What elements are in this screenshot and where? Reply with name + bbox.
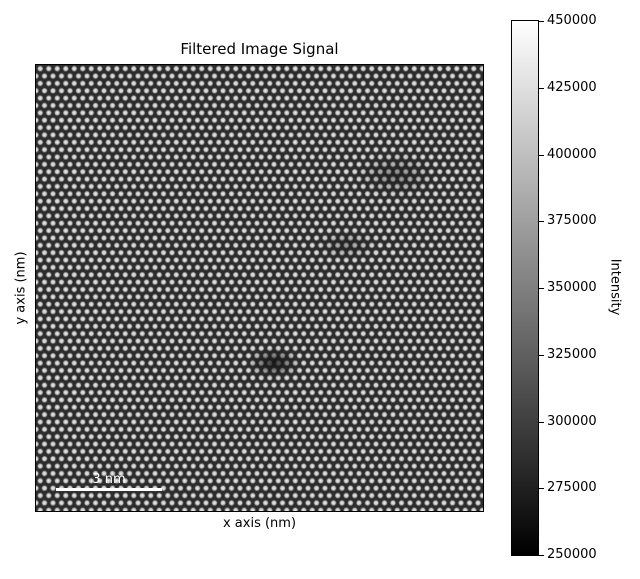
colorbar-tick-label: 350000 xyxy=(547,280,597,295)
colorbar-tick-label: 425000 xyxy=(547,79,597,95)
colorbar-tick xyxy=(539,555,544,556)
colorbar-tick-label: 400000 xyxy=(547,146,597,162)
colorbar-tick xyxy=(539,288,544,289)
colorbar-tick-label: 375000 xyxy=(547,213,597,229)
lattice-image xyxy=(36,65,483,511)
colorbar-tick xyxy=(539,21,544,22)
colorbar-tick-label: 250000 xyxy=(547,547,597,562)
scale-bar-label: 3 nm xyxy=(92,472,126,487)
colorbar-tick xyxy=(539,488,544,490)
colorbar xyxy=(511,20,539,556)
colorbar-tick xyxy=(539,421,544,423)
colorbar-tick-label: 275000 xyxy=(547,480,597,496)
image-plot xyxy=(35,64,484,512)
colorbar-tick-label: 300000 xyxy=(547,413,597,429)
x-axis-label: x axis (nm) xyxy=(222,516,297,531)
colorbar-tick xyxy=(539,354,544,356)
colorbar-tick xyxy=(539,154,544,156)
scale-bar xyxy=(56,488,162,491)
y-axis-label: y axis (nm) xyxy=(13,251,29,325)
colorbar-tick-label: 450000 xyxy=(547,13,597,28)
colorbar-tick-label: 325000 xyxy=(547,346,597,362)
chart-title: Filtered Image Signal xyxy=(180,40,339,58)
colorbar-tick xyxy=(539,221,544,223)
colorbar-tick xyxy=(539,87,544,89)
colorbar-label: Intensity xyxy=(607,258,623,316)
